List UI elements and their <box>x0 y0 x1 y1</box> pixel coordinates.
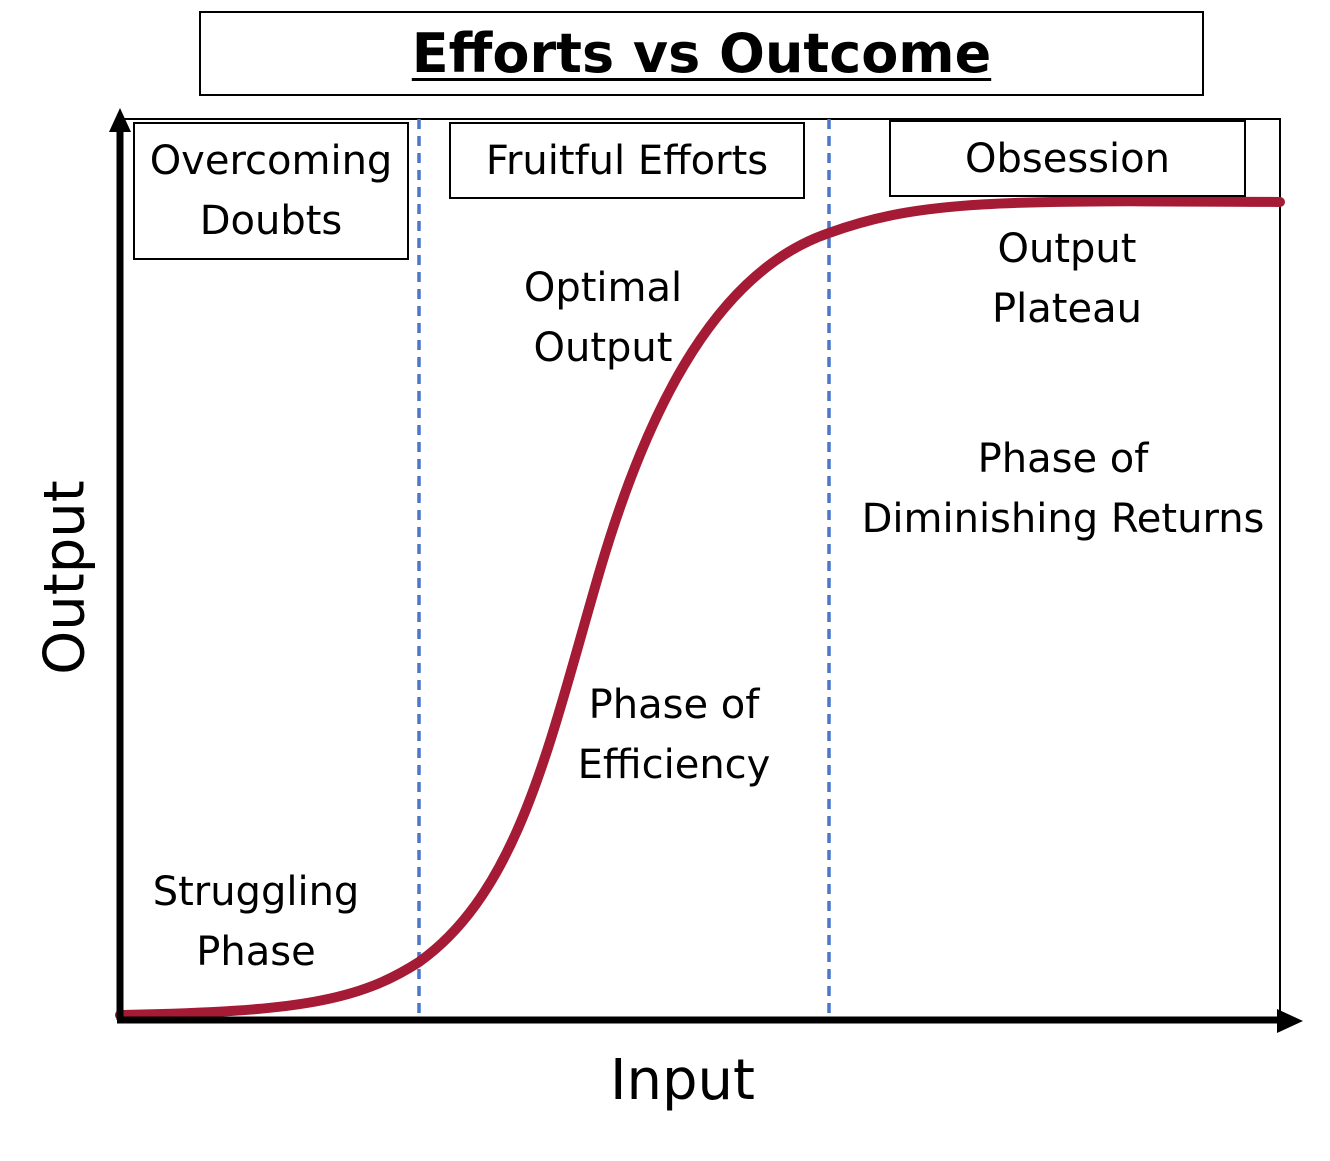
s-curve <box>115 196 1285 1020</box>
title-box: Efforts vs Outcome <box>199 11 1204 96</box>
diagram-title: Efforts vs Outcome <box>411 22 992 85</box>
label-output-plateau: Output Plateau <box>992 226 1142 332</box>
x-axis-label: Input <box>609 1048 755 1113</box>
phase-box-obsession: Obsession <box>889 120 1246 197</box>
phase-box-label: Obsession <box>965 135 1170 182</box>
label-struggling: Struggling Phase <box>152 869 360 975</box>
label-optimal-output: Optimal Output <box>523 265 683 371</box>
label-efficiency: Phase of Efficiency <box>577 682 771 788</box>
phase-box-label: Overcoming Doubts <box>149 138 393 244</box>
label-diminishing-returns: Phase of Diminishing Returns <box>861 436 1265 542</box>
y-axis-arrow <box>109 108 131 132</box>
phase-box-label: Fruitful Efforts <box>485 137 769 184</box>
phase-box-overcoming-doubts: Overcoming Doubts <box>133 122 409 260</box>
y-axis-label: Output <box>32 480 98 675</box>
phase-box-fruitful-efforts: Fruitful Efforts <box>449 122 805 199</box>
x-axis-arrow <box>1277 1009 1303 1033</box>
